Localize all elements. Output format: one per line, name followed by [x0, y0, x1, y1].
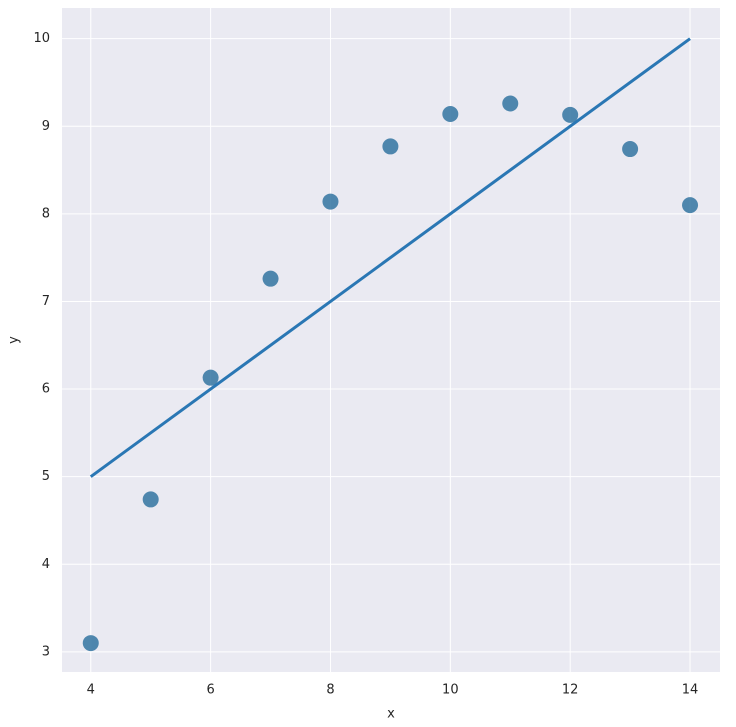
plot-background — [62, 8, 720, 672]
y-tick-label: 6 — [42, 382, 50, 397]
y-tick-label: 9 — [42, 119, 50, 134]
point — [442, 105, 459, 122]
y-axis-label: y — [7, 336, 22, 344]
x-tick-label: 10 — [442, 683, 459, 698]
point — [502, 95, 519, 112]
fit-line — [89, 37, 691, 478]
y-tick-label: 10 — [33, 31, 50, 46]
x-tick-label: 12 — [562, 683, 579, 698]
x-tick-label: 4 — [87, 683, 95, 698]
x-axis-label: x — [387, 707, 395, 722]
y-tick-label: 4 — [42, 557, 50, 572]
y-tick-label: 5 — [42, 469, 50, 484]
point — [142, 491, 159, 508]
point — [382, 138, 399, 155]
point — [202, 369, 219, 386]
y-tick-label: 8 — [42, 206, 50, 221]
point — [82, 635, 99, 652]
point — [322, 193, 339, 210]
point — [682, 197, 699, 214]
point — [562, 106, 579, 123]
point — [262, 270, 279, 287]
x-tick-label: 6 — [206, 683, 214, 698]
y-tick-label: 3 — [42, 644, 50, 659]
x-tick-label: 8 — [326, 683, 334, 698]
x-tick-label: 14 — [682, 683, 699, 698]
point — [622, 141, 639, 158]
y-tick-label: 7 — [42, 294, 50, 309]
